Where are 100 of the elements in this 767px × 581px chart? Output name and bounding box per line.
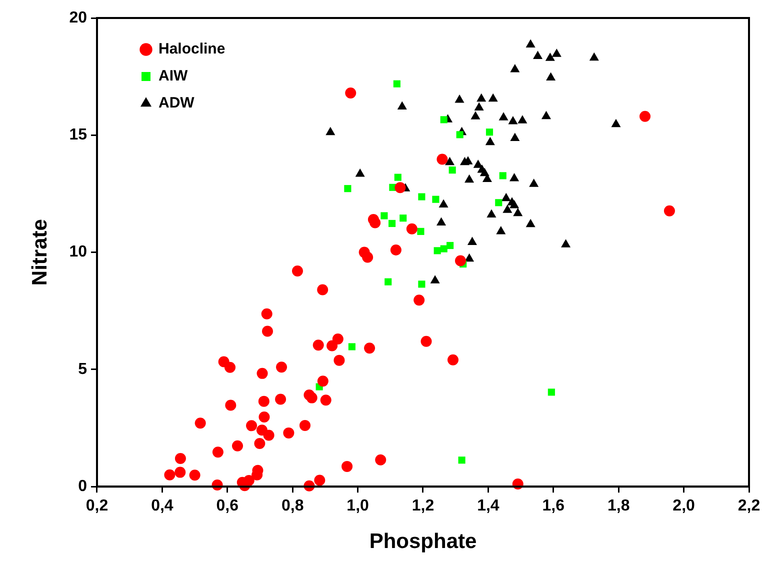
point bbox=[362, 252, 374, 263]
point bbox=[355, 168, 365, 177]
point bbox=[546, 72, 556, 80]
point bbox=[541, 110, 551, 120]
point bbox=[332, 333, 344, 344]
point bbox=[348, 343, 356, 350]
point bbox=[275, 394, 286, 405]
legend-label: AIW bbox=[158, 68, 188, 85]
point bbox=[317, 284, 328, 296]
point bbox=[342, 460, 353, 472]
point bbox=[254, 438, 266, 449]
x-tick-label: 0,2 bbox=[86, 498, 108, 515]
point bbox=[263, 430, 274, 441]
point bbox=[400, 214, 407, 222]
point bbox=[501, 192, 511, 202]
point bbox=[317, 376, 328, 387]
point bbox=[456, 131, 464, 138]
y-axis-title: Nitrate bbox=[28, 219, 52, 286]
point bbox=[306, 392, 318, 404]
point bbox=[261, 308, 272, 320]
point bbox=[256, 368, 268, 379]
point bbox=[496, 226, 506, 234]
point bbox=[164, 469, 176, 480]
x-tick-label: 0,8 bbox=[281, 498, 304, 515]
point bbox=[640, 110, 651, 122]
point bbox=[312, 340, 324, 351]
point bbox=[174, 452, 186, 464]
point bbox=[414, 294, 425, 306]
y-tick-label: 15 bbox=[69, 126, 88, 144]
point bbox=[406, 223, 418, 234]
point bbox=[476, 93, 486, 102]
x-axis-title: Phosphate bbox=[369, 530, 477, 554]
point bbox=[388, 220, 396, 228]
x-tick-label: 2,0 bbox=[672, 498, 696, 515]
legend-label: Halocline bbox=[158, 40, 226, 58]
point bbox=[485, 136, 495, 146]
x-tick-label: 2,2 bbox=[738, 498, 760, 515]
point bbox=[375, 454, 386, 466]
point bbox=[561, 239, 571, 248]
point bbox=[444, 156, 454, 166]
point bbox=[473, 160, 483, 168]
point bbox=[532, 50, 543, 59]
point bbox=[394, 174, 402, 181]
point bbox=[458, 456, 466, 464]
point bbox=[344, 185, 352, 192]
point bbox=[552, 48, 562, 57]
point bbox=[498, 112, 508, 120]
point bbox=[510, 132, 520, 141]
point bbox=[334, 354, 345, 366]
point bbox=[499, 172, 506, 180]
point bbox=[436, 154, 448, 165]
point bbox=[495, 199, 502, 206]
y-tick-label: 0 bbox=[78, 478, 88, 496]
point bbox=[526, 218, 536, 228]
point bbox=[320, 394, 332, 406]
point bbox=[418, 193, 426, 200]
point bbox=[436, 217, 446, 226]
point bbox=[364, 342, 376, 354]
point bbox=[430, 275, 440, 284]
point bbox=[510, 200, 520, 208]
point bbox=[545, 52, 555, 61]
x-tick-label: 1,2 bbox=[412, 498, 434, 515]
point bbox=[232, 440, 244, 452]
point bbox=[464, 174, 474, 183]
point bbox=[345, 87, 356, 98]
point bbox=[384, 278, 392, 286]
point bbox=[467, 236, 477, 245]
point bbox=[454, 255, 466, 266]
point bbox=[370, 217, 381, 228]
point bbox=[611, 118, 621, 128]
point bbox=[434, 247, 441, 254]
point bbox=[526, 39, 536, 48]
point bbox=[314, 474, 326, 486]
x-tick-label: 1,4 bbox=[477, 498, 500, 515]
point bbox=[194, 418, 206, 429]
point bbox=[510, 64, 520, 72]
y-tick-label: 10 bbox=[69, 244, 88, 261]
point bbox=[464, 253, 474, 262]
point bbox=[258, 396, 270, 407]
point bbox=[470, 111, 480, 120]
point bbox=[326, 340, 338, 352]
point bbox=[488, 93, 498, 102]
point bbox=[258, 412, 270, 423]
point bbox=[417, 228, 424, 235]
point bbox=[454, 94, 464, 103]
point bbox=[432, 196, 440, 203]
point bbox=[502, 204, 512, 213]
x-tick-label: 0,6 bbox=[216, 498, 239, 515]
point bbox=[225, 400, 236, 411]
legend-label: ADW bbox=[158, 94, 196, 112]
point bbox=[189, 470, 200, 481]
x-tick-label: 1,0 bbox=[346, 498, 370, 515]
point bbox=[486, 209, 496, 218]
point bbox=[394, 182, 406, 194]
point bbox=[438, 199, 448, 208]
point bbox=[174, 466, 186, 478]
point bbox=[474, 102, 484, 110]
point bbox=[418, 280, 426, 288]
point bbox=[548, 388, 555, 396]
point bbox=[397, 101, 407, 110]
